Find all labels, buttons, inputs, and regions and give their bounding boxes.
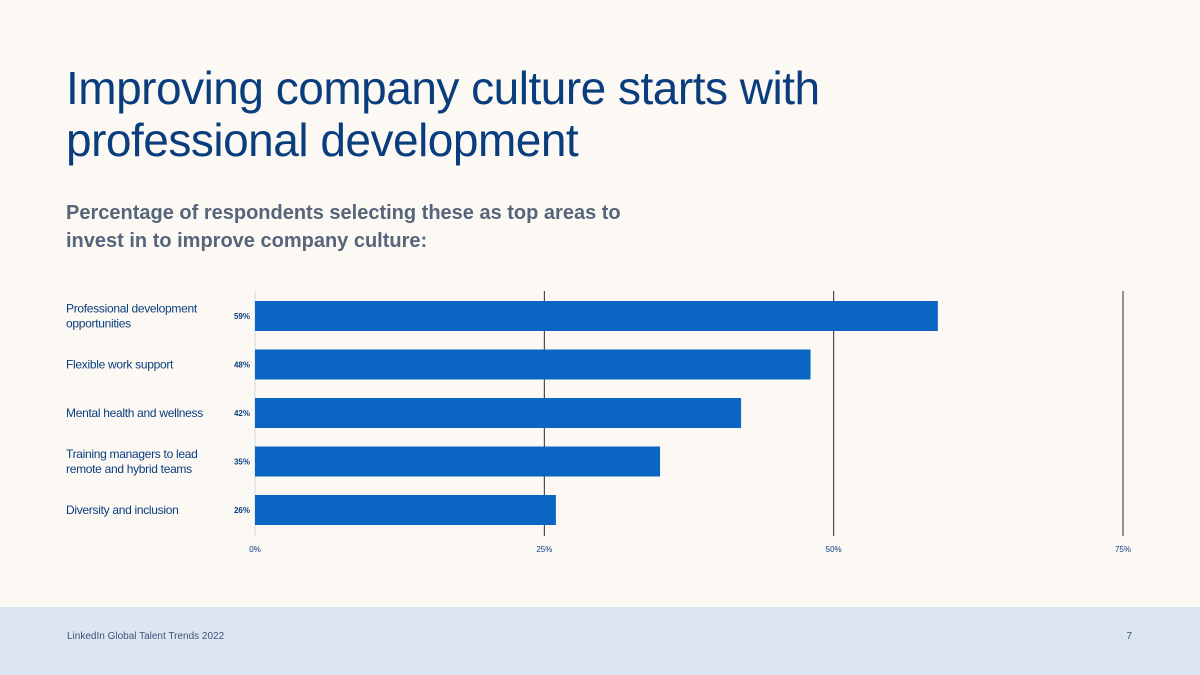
category-label-line: Flexible work support — [66, 358, 174, 372]
category-label: Training managers to lead remote and hybr… — [66, 447, 197, 476]
category-label: Mental health and wellness — [66, 406, 203, 420]
x-tick-label: 25% — [536, 545, 552, 554]
page-title: Improving company culture starts with pr… — [66, 62, 820, 166]
bar-value-label: 42% — [234, 409, 250, 418]
category-label: Diversity and inclusion — [66, 503, 179, 517]
category-label: Professional development opportunities — [66, 302, 198, 331]
category-label-line: Professional development — [66, 302, 198, 316]
category-label-line: opportunities — [66, 317, 131, 331]
bar-value-label: 26% — [234, 506, 250, 515]
page-number: 7 — [1126, 631, 1132, 642]
bar-chart-svg: 0% 25% 50% 75% 59% Professional development op… — [66, 291, 1131, 554]
x-tick-label: 75% — [1115, 545, 1131, 554]
bar — [255, 349, 811, 380]
category-label-line: Training managers to lead — [66, 447, 197, 461]
bar-value-label: 48% — [234, 361, 250, 370]
bar-value-label: 59% — [234, 312, 250, 321]
category-label-line: Diversity and inclusion — [66, 503, 179, 517]
bar — [255, 301, 938, 331]
bar — [255, 398, 742, 428]
x-tick-label: 50% — [826, 545, 842, 554]
bar — [255, 495, 556, 525]
category-label: Flexible work support — [66, 358, 174, 372]
footer-source: LinkedIn Global Talent Trends 2022 — [67, 631, 225, 642]
footer: LinkedIn Global Talent Trends 2022 7 — [0, 607, 1200, 675]
category-label-line: Mental health and wellness — [66, 406, 203, 420]
bar-value-label: 35% — [234, 458, 250, 467]
bar — [255, 446, 661, 477]
bar-chart: 0% 25% 50% 75% 59% Professional development op… — [0, 280, 1200, 570]
category-label-line: remote and hybrid teams — [66, 462, 192, 476]
chart-subtitle: Percentage of respondents selecting thes… — [66, 202, 621, 252]
x-tick-label: 0% — [249, 545, 261, 554]
